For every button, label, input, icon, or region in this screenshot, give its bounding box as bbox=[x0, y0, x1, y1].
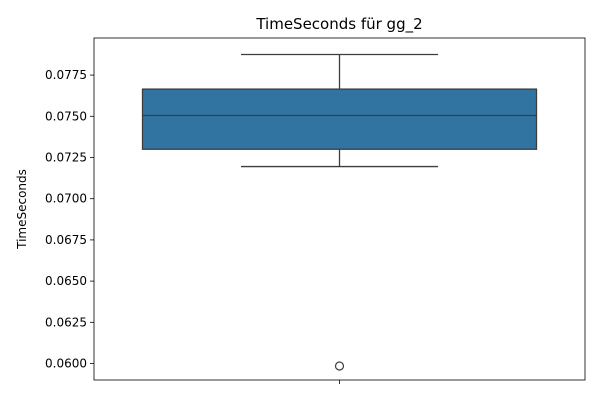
box-plot bbox=[141, 53, 538, 371]
chart-title: TimeSeconds für gg_2 bbox=[255, 15, 422, 34]
outlier-point bbox=[334, 361, 345, 371]
interquartile-box bbox=[141, 88, 538, 150]
y-tick-label: 0.0650 bbox=[45, 274, 87, 288]
y-axis-label: TimeSeconds bbox=[15, 169, 29, 250]
y-axis-ticks: 0.0600 0.0625 0.0650 0.0675 0.0700 0.0725 0.07… bbox=[45, 68, 94, 371]
y-tick-label: 0.0725 bbox=[45, 150, 87, 164]
y-tick-label: 0.0750 bbox=[45, 109, 87, 123]
y-tick-label: 0.0600 bbox=[45, 357, 87, 371]
y-tick-label: 0.0625 bbox=[45, 315, 87, 329]
y-tick-label: 0.0675 bbox=[45, 233, 87, 247]
y-tick-label: 0.0775 bbox=[45, 68, 87, 82]
y-tick-label: 0.0700 bbox=[45, 192, 87, 206]
